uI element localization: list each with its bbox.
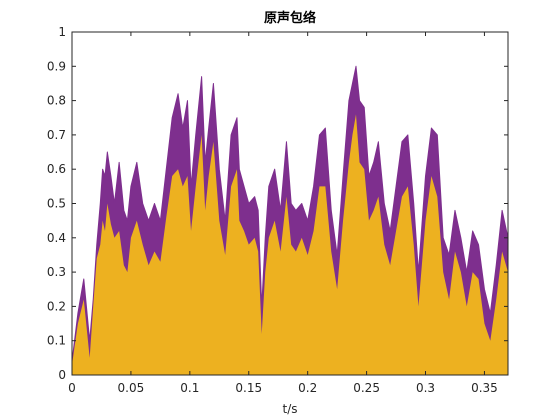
x-tick-label: 0.15: [235, 381, 262, 395]
y-tick-label: 1: [58, 25, 66, 39]
x-tick-label: 0.1: [180, 381, 199, 395]
y-tick-label: 0.4: [47, 231, 66, 245]
x-tick-label: 0.25: [353, 381, 380, 395]
x-tick-label: 0.05: [118, 381, 145, 395]
series-layer: [71, 65, 509, 376]
series-signal: [72, 114, 508, 375]
x-axis-label: t/s: [283, 402, 298, 416]
x-tick-label: 0: [68, 381, 76, 395]
x-tick-label: 0.2: [298, 381, 317, 395]
y-tick-label: 0.6: [47, 162, 66, 176]
y-tick-label: 0.9: [47, 59, 66, 73]
chart-title: 原声包络: [264, 10, 316, 26]
y-tick-label: 0.8: [47, 94, 66, 108]
x-tick-label: 0.35: [471, 381, 498, 395]
y-tick-label: 0.7: [47, 128, 66, 142]
y-tick-label: 0.2: [47, 299, 66, 313]
ticks-layer: 0 0.05 0.1 0.15 0.2 0.25 0.3 0.35 0 0.1 0.2 0.3 0.4 0…: [47, 25, 508, 395]
y-tick-label: 0: [58, 368, 66, 382]
x-tick-label: 0.3: [416, 381, 435, 395]
y-tick-label: 0.5: [47, 197, 66, 211]
y-tick-label: 0.1: [47, 334, 66, 348]
y-tick-label: 0.3: [47, 265, 66, 279]
